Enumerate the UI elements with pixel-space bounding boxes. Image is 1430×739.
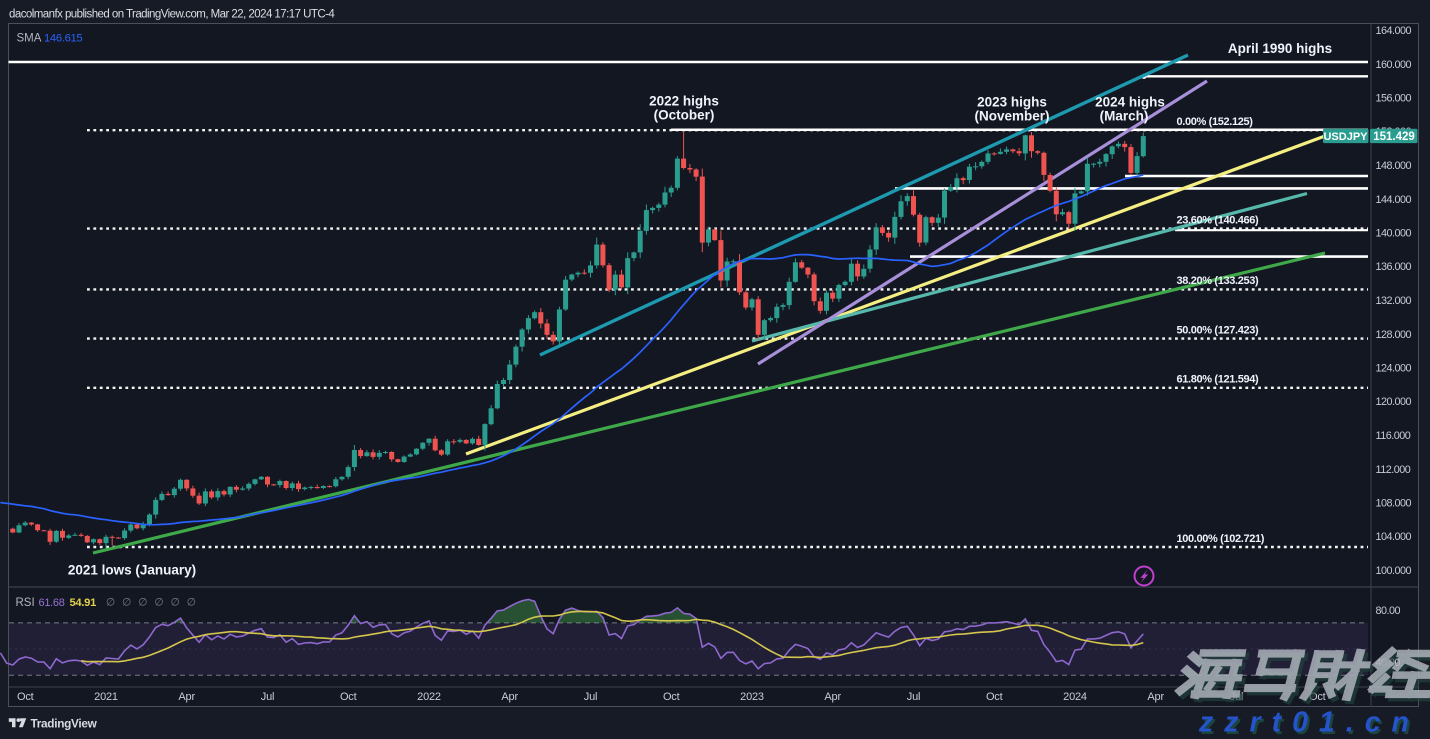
svg-text:Jul: Jul [907,691,920,703]
svg-text:148.000: 148.000 [1376,160,1412,172]
svg-text:zzrt01.cn: zzrt01.cn [1200,709,1422,739]
svg-text:(October): (October) [654,108,715,123]
svg-text:Oct: Oct [663,691,680,703]
svg-text:Oct: Oct [986,691,1003,703]
svg-text:2022 highs: 2022 highs [649,94,719,109]
svg-text:0.00% (152.125): 0.00% (152.125) [1177,116,1254,128]
svg-text:80.00: 80.00 [1376,605,1401,617]
svg-text:116.000: 116.000 [1376,430,1411,442]
svg-text:Apr: Apr [178,691,195,703]
svg-text:61.68: 61.68 [39,597,65,609]
svg-text:61.80% (121.594): 61.80% (121.594) [1177,374,1260,386]
svg-text:dacolmanfx published on Tradin: dacolmanfx published on TradingView.com,… [9,9,335,21]
svg-text:164.000: 164.000 [1376,25,1412,37]
svg-text:136.000: 136.000 [1376,261,1412,273]
svg-text:160.000: 160.000 [1376,59,1412,71]
svg-text:100.00% (102.721): 100.00% (102.721) [1177,533,1265,545]
svg-text:124.000: 124.000 [1376,363,1412,375]
svg-text:151.429: 151.429 [1373,131,1415,143]
svg-text:USDJPY: USDJPY [1323,131,1368,143]
svg-text:Oct: Oct [340,691,357,703]
svg-text:TradingView: TradingView [31,717,98,731]
svg-text:Jul: Jul [584,691,597,703]
svg-text:38.20% (133.253): 38.20% (133.253) [1177,275,1260,287]
svg-text:∅∅∅∅∅∅: ∅∅∅∅∅∅ [106,597,203,609]
svg-text:112.000: 112.000 [1376,464,1411,476]
svg-text:132.000: 132.000 [1376,295,1412,307]
svg-text:50.00% (127.423): 50.00% (127.423) [1177,324,1260,336]
svg-text:146.615: 146.615 [44,33,82,45]
svg-text:SMA: SMA [17,33,42,45]
svg-text:Apr: Apr [824,691,841,703]
svg-text:(March): (March) [1100,109,1149,124]
svg-text:zzrt01.cn: zzrt01.cn [1198,707,1420,739]
svg-text:2022: 2022 [417,691,441,703]
svg-text:Jul: Jul [261,691,274,703]
svg-text:2021 lows (January): 2021 lows (January) [68,563,196,578]
svg-text:156.000: 156.000 [1376,93,1412,105]
svg-text:Apr: Apr [501,691,518,703]
svg-text:54.91: 54.91 [70,597,97,609]
svg-text:April 1990 highs: April 1990 highs [1228,41,1332,56]
svg-text:100.000: 100.000 [1376,565,1412,577]
svg-text:RSI: RSI [16,597,35,609]
svg-text:108.000: 108.000 [1376,498,1412,510]
svg-text:Apr: Apr [1147,691,1164,703]
svg-text:2023 highs: 2023 highs [977,95,1047,110]
svg-text:120.000: 120.000 [1376,396,1412,408]
svg-text:23.60% (140.466): 23.60% (140.466) [1177,214,1260,226]
svg-text:2021: 2021 [94,691,118,703]
svg-text:104.000: 104.000 [1376,531,1412,543]
svg-text:144.000: 144.000 [1376,194,1412,206]
svg-text:2023: 2023 [740,691,764,703]
svg-text:(November): (November) [974,109,1049,124]
svg-text:128.000: 128.000 [1376,329,1412,341]
svg-text:140.000: 140.000 [1376,228,1412,240]
svg-text:Oct: Oct [17,691,34,703]
svg-text:2024: 2024 [1063,691,1087,703]
svg-text:2024 highs: 2024 highs [1095,95,1165,110]
